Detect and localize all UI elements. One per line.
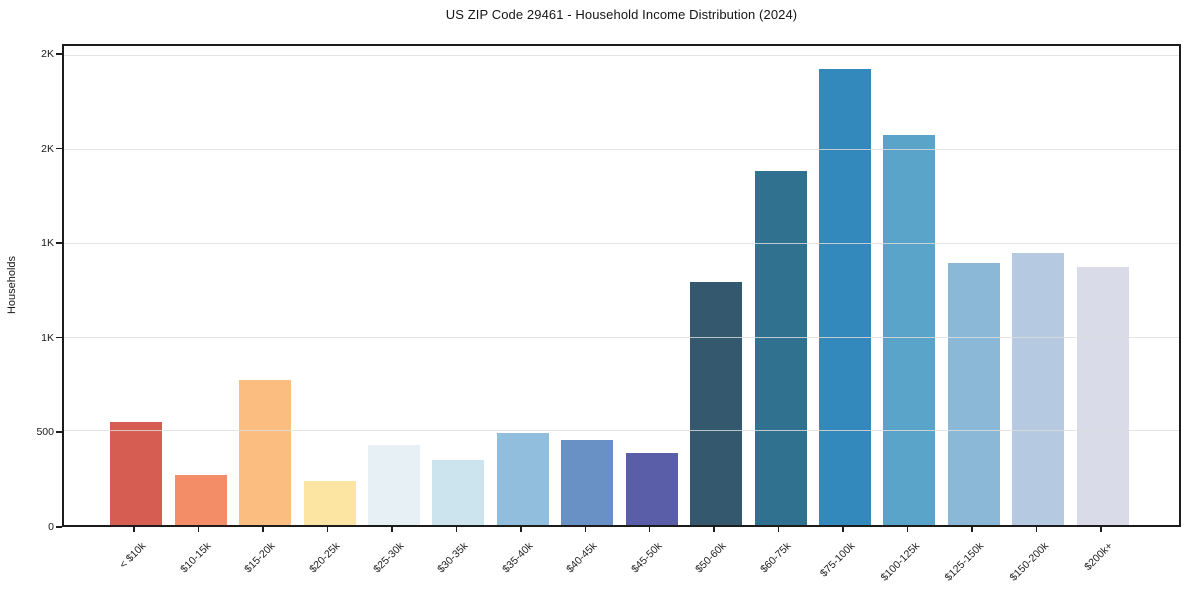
bar-45-50k [625,452,678,525]
bar-60-75k [754,170,807,525]
gridline [64,336,1179,338]
bar-100-125k [883,135,936,525]
bar-10k [110,421,163,525]
x-tick-label-wrap: $200k+ [887,536,1115,573]
x-tick-mark [1100,527,1102,532]
y-axis-label: Households [6,255,18,315]
y-tick-label: 1K [41,237,54,250]
bar-75-100k [819,69,872,525]
x-tick-mark [455,527,458,532]
x-tick-mark [197,527,200,532]
x-tick-mark [648,527,651,532]
x-tick-mark [262,527,264,532]
x-tick-mark [842,527,844,532]
gridline [64,242,1179,244]
y-tick-label: 2K [41,48,54,61]
y-tick-mark [56,242,62,244]
gridline [64,55,1179,57]
x-tick-mark [326,527,329,532]
bar-35-40k [496,433,549,525]
y-tick-mark [56,53,62,55]
bar-10-15k [174,475,227,525]
x-tick-mark [713,527,715,532]
bar-30-35k [432,460,485,525]
x-tick-mark [1035,527,1038,532]
y-tick-label: 0 [48,521,54,533]
x-tick-mark [133,527,135,532]
gridline [64,149,1179,151]
bar-40-45k [561,439,614,525]
x-tick-mark [777,527,780,532]
x-tick-mark [584,527,587,532]
x-tick-mark [391,527,393,532]
y-tick-mark [56,526,62,528]
y-tick-label: 500 [36,426,54,439]
gridline [64,430,1179,432]
y-tick-mark [56,336,62,339]
plot-area [62,44,1181,527]
x-tick-mark [520,527,522,532]
bar-200k [1076,267,1129,525]
x-tick-mark [971,527,973,532]
bar-20-25k [303,480,356,525]
x-tick-mark [906,527,909,532]
bar-15-20k [239,379,292,525]
bar-50-60k [690,282,743,525]
bar-125-150k [947,262,1000,525]
x-tick-label: $200k+ [1082,540,1116,574]
y-tick-mark [56,147,62,150]
bar-150-200k [1012,253,1065,525]
y-tick-label: 2K [41,142,54,155]
y-tick-mark [56,431,62,433]
chart-title: US ZIP Code 29461 - Household Income Dis… [445,7,798,22]
y-tick-label: 1K [41,331,54,344]
bar-25-30k [367,445,420,525]
